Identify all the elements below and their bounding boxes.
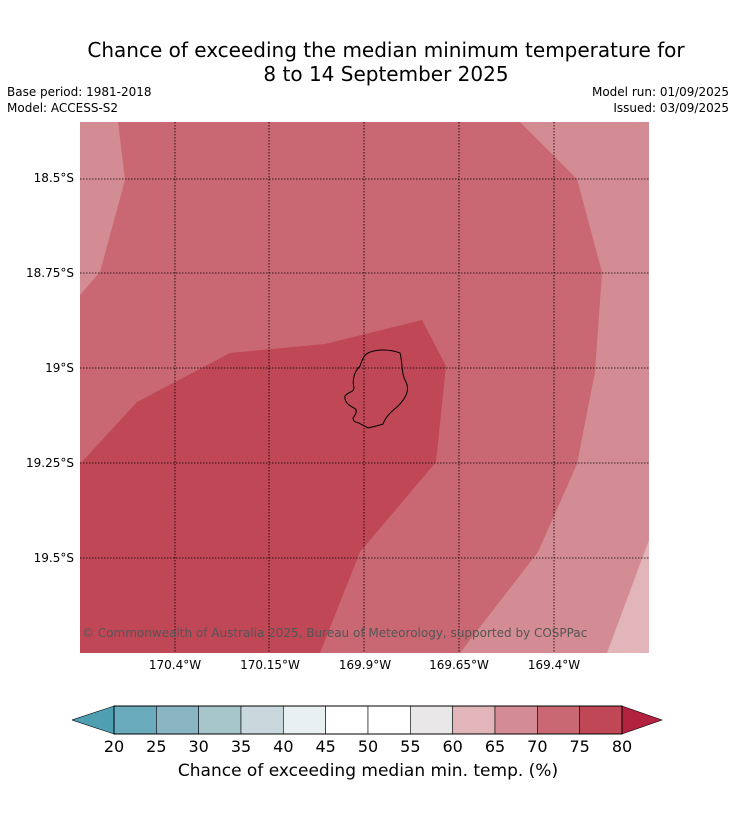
- model-run: Model run: 01/09/2025: [591, 85, 729, 99]
- colorbar-under-outline: [71, 705, 115, 735]
- colorbar-tick-label: 40: [273, 737, 294, 756]
- colorbar-segment: [452, 705, 496, 735]
- zone-75-80: [80, 320, 446, 653]
- lon-label-1: 170.4°W: [148, 658, 202, 672]
- colorbar-segment: [113, 705, 157, 735]
- lat-label-4: 19.25°S: [26, 456, 74, 470]
- colorbar-segment: [156, 705, 199, 735]
- colorbar-over-outline: [621, 705, 663, 735]
- lat-label-2: 18.75°S: [26, 266, 74, 280]
- zone-60-65: [607, 540, 649, 653]
- colorbar-segments: [113, 705, 623, 735]
- title-line-2: 8 to 14 September 2025: [263, 62, 509, 86]
- colorbar-tick-label: 80: [611, 737, 633, 756]
- colorbar-tick-label: 65: [484, 737, 506, 756]
- colorbar-tick-label: 45: [315, 737, 336, 756]
- model-name: Model: ACCESS-S2: [7, 101, 119, 115]
- colorbar-tick-label: 75: [569, 737, 590, 756]
- base-period: Base period: 1981-2018: [7, 85, 152, 99]
- colorbar-label: Chance of exceeding median min. temp. (%…: [177, 761, 559, 781]
- graticule: [80, 122, 649, 653]
- map-area[interactable]: [80, 122, 649, 653]
- map-title: Chance of exceeding the median minimum t…: [0, 38, 736, 86]
- copyright-notice: © Commonwealth of Australia 2025, Bureau…: [82, 626, 588, 640]
- colorbar-segment: [283, 705, 326, 735]
- map-svg: [80, 122, 649, 653]
- colorbar-segment: [410, 705, 453, 735]
- colorbar-segment: [240, 705, 284, 735]
- niue-coastline: [344, 349, 409, 429]
- colorbar-segment: [367, 705, 411, 735]
- meta-left: Base period: 1981-2018 Model: ACCESS-S2: [7, 84, 152, 116]
- meta-right: Model run: 01/09/2025 Issued: 03/09/2025: [592, 84, 729, 116]
- lon-label-3: 169.9°W: [338, 658, 392, 672]
- colorbar-tick-label: 25: [146, 737, 167, 756]
- colorbar: [71, 703, 664, 737]
- issued-date: Issued: 03/09/2025: [613, 101, 729, 115]
- colorbar-tick-label: 70: [527, 737, 548, 756]
- lon-label-5: 169.4°W: [527, 658, 581, 672]
- colorbar-tick-label: 60: [442, 737, 463, 756]
- colorbar-under-arrow: [72, 706, 114, 734]
- lon-label-4: 169.65°W: [429, 658, 489, 672]
- lat-label-5: 19.5°S: [33, 551, 74, 565]
- lat-label-3: 19°S: [45, 361, 74, 375]
- colorbar-tick-label: 35: [230, 737, 252, 756]
- colorbar-svg: [71, 705, 663, 735]
- colorbar-segment: [579, 705, 623, 735]
- colorbar-segment: [198, 705, 242, 735]
- lon-label-2: 170.15°W: [240, 658, 300, 672]
- colorbar-over-arrow: [622, 706, 662, 734]
- colorbar-segment: [494, 705, 538, 735]
- colorbar-tick-label: 20: [103, 737, 125, 756]
- colorbar-segment: [537, 705, 580, 735]
- colorbar-segment: [325, 705, 369, 735]
- colorbar-tick-label: 55: [400, 737, 421, 756]
- colorbar-tick-label: 30: [188, 737, 209, 756]
- title-line-1: Chance of exceeding the median minimum t…: [87, 38, 685, 62]
- colorbar-tick-label: 50: [357, 737, 379, 756]
- lat-label-1: 18.5°S: [33, 171, 74, 185]
